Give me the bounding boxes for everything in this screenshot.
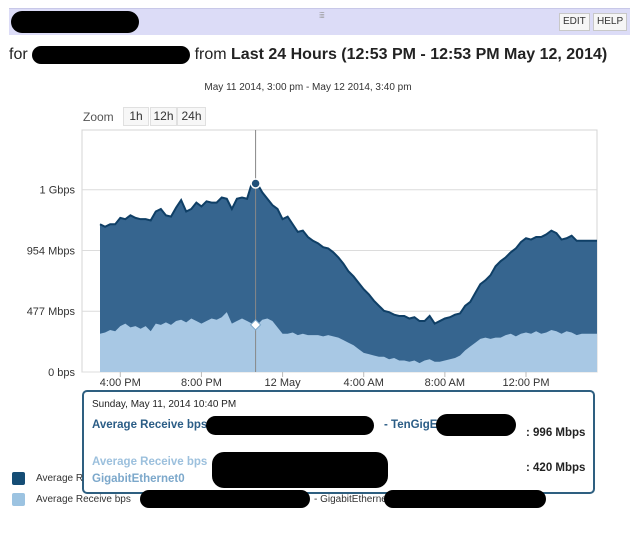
tooltip-series-1-suffix: - TenGigE bbox=[384, 419, 438, 431]
y-tick-label: 0 bps bbox=[48, 367, 75, 379]
legend-label-1: Average R bbox=[36, 473, 84, 484]
tooltip-series-2-label: Average Receive bps bbox=[92, 456, 208, 468]
zoom-label: Zoom bbox=[83, 110, 114, 124]
y-tick-label: 954 Mbps bbox=[27, 245, 76, 257]
legend-swatch-dark bbox=[12, 472, 25, 485]
chart-tooltip: Sunday, May 11, 2014 10:40 PM Average Re… bbox=[82, 390, 595, 494]
hover-marker-series-2 bbox=[250, 178, 261, 189]
redacted-title bbox=[11, 11, 139, 33]
page-title: for from Last 24 Hours (12:53 PM - 12:53… bbox=[9, 46, 607, 64]
tooltip-series-2-sublabel: GigabitEthernet0 bbox=[92, 473, 185, 485]
title-prefix: for bbox=[9, 46, 28, 64]
x-tick-label: 8:00 PM bbox=[181, 377, 222, 389]
x-tick-label: 12 May bbox=[265, 377, 302, 389]
y-tick-label: 477 Mbps bbox=[27, 306, 76, 318]
legend-label-2-suffix: - GigabitEthernet0 bbox=[314, 494, 396, 505]
x-tick-label: 4:00 AM bbox=[344, 377, 384, 389]
redacted-legend-2b bbox=[384, 490, 546, 508]
redacted-legend-2a bbox=[140, 490, 310, 508]
redacted-series-1-tail bbox=[436, 414, 516, 436]
tooltip-series-2-value: : 420 Mbps bbox=[526, 462, 586, 474]
hover-marker-series-1 bbox=[249, 319, 262, 331]
chart-subtitle: May 11 2014, 3:00 pm - May 12 2014, 3:40… bbox=[204, 82, 412, 93]
area-series-1 bbox=[100, 312, 597, 372]
redacted-device bbox=[32, 46, 191, 64]
header-bar: ⁞⁞⁞⁞ EDIT HELP bbox=[9, 8, 630, 35]
tooltip-series-1-label: Average Receive bps bbox=[92, 419, 208, 431]
zoom-24h-button[interactable]: 24h bbox=[177, 107, 206, 126]
legend-label-2: Average Receive bps bbox=[36, 494, 131, 505]
legend-swatch-light bbox=[12, 493, 25, 506]
tooltip-date: Sunday, May 11, 2014 10:40 PM bbox=[92, 399, 237, 410]
x-tick-label: 8:00 AM bbox=[425, 377, 465, 389]
title-range: Last 24 Hours (12:53 PM - 12:53 PM May 1… bbox=[231, 46, 608, 64]
y-tick-label: 1 Gbps bbox=[40, 185, 76, 197]
title-mid: from bbox=[194, 46, 227, 64]
zoom-12h-button[interactable]: 12h bbox=[150, 107, 177, 126]
line-series-2 bbox=[99, 181, 597, 325]
help-button[interactable]: HELP bbox=[593, 13, 628, 31]
edit-button[interactable]: EDIT bbox=[559, 13, 590, 31]
redacted-series-1 bbox=[206, 416, 374, 435]
tooltip-series-1-value: : 996 Mbps bbox=[526, 427, 586, 439]
x-tick-label: 12:00 PM bbox=[502, 377, 549, 389]
resize-handle[interactable]: ⁞⁞⁞⁞ bbox=[319, 11, 325, 20]
redacted-series-2 bbox=[212, 452, 388, 488]
x-tick-label: 4:00 PM bbox=[100, 377, 141, 389]
zoom-1h-button[interactable]: 1h bbox=[123, 107, 149, 126]
